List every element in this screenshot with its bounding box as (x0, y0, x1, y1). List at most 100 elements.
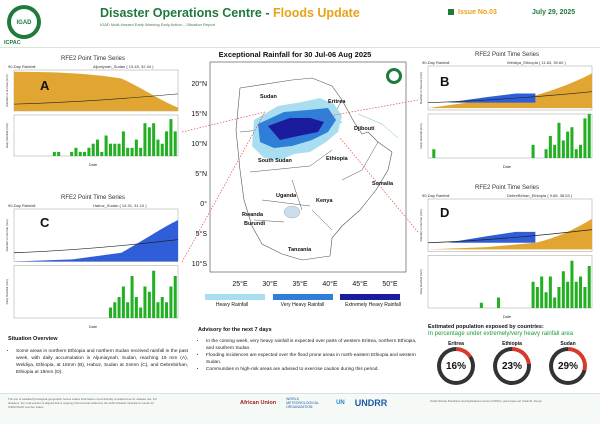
daily-rain-bar (57, 151, 61, 156)
panel-letter: D (440, 205, 450, 220)
daily-rain-bar (130, 147, 134, 156)
timeseries-panel-a: RFE2 Point Time Series 90-Day Rainfall A… (4, 56, 182, 168)
pct-ring: 23% (493, 347, 531, 385)
issue-number: Issue No.03 (448, 9, 497, 16)
lon-label: 40°E (322, 280, 338, 288)
legend-swatch-heavy (205, 294, 265, 300)
population-subheading: In percentage under extremely/very heavy… (428, 331, 574, 337)
daily-rain-bar (165, 131, 169, 156)
daily-rain-bar (104, 135, 108, 156)
timeseries-panel-c: RFE2 Point Time Series 90-Day Rainfall H… (4, 195, 182, 330)
panel-ylabel1: Rainfall vs Normal (mm) (419, 209, 423, 241)
legend-swatch-extreme (340, 294, 400, 300)
panel-ylabel1: Rainfall vs Normal (mm) (419, 72, 423, 104)
logo-badge: IGAD (17, 20, 33, 26)
deficit-area (447, 93, 536, 103)
daily-rain-bar (173, 276, 177, 318)
partner-au-logo: African Union (240, 400, 277, 406)
country-label-kenya: Kenya (316, 198, 333, 204)
lat-label: 10°S (192, 260, 207, 268)
daily-rain-bar (561, 140, 565, 158)
country-label-somalia: Somalia (372, 181, 394, 187)
cumulative-area (14, 219, 178, 262)
population-rings: Eritrea 16% Ethiopia 23% Sudan 29% (428, 341, 596, 385)
advisory-list: In the coming week, very heavy rainfall … (198, 339, 418, 374)
daily-rain-bar (117, 143, 121, 156)
daily-rain-bar (497, 297, 501, 308)
daily-rain-bar (535, 287, 539, 308)
panel-ylabel2: Daily Rainfall (mm) (5, 123, 9, 148)
panel-xlabel: Date (89, 162, 98, 167)
daily-rain-bar (130, 276, 134, 318)
daily-rain-bar (156, 139, 160, 156)
panel-xlabel: Date (503, 314, 512, 319)
legend-swatch-very-heavy (272, 294, 333, 300)
daily-rain-bar (126, 147, 130, 156)
daily-rain-bar (544, 149, 548, 158)
daily-rain-bar (574, 149, 578, 158)
normal-line (13, 93, 179, 105)
daily-rain-bar (587, 114, 591, 158)
legend-label-very-heavy: Very Heavy Rainfall (280, 302, 325, 308)
daily-rain-bar (74, 147, 78, 156)
panel-ylabel2: Daily Rainfall (mm) (419, 123, 423, 148)
panel-charts: 90-Day Rainfall Aljuniynah_Sudan ( 13.45… (5, 64, 179, 167)
cumulative-chart (427, 65, 593, 111)
daily-rain-bar (152, 270, 156, 318)
panel-loc: Weldiya_Ethiopia ( 11.83, 39.60 ) (507, 60, 566, 65)
partner-wmo-logo: WORLD METEOROLOGICAL ORGANIZATION (286, 397, 319, 409)
daily-rain-bar (579, 144, 583, 158)
situation-item: Some areas in northern Ethiopia and nort… (16, 349, 188, 377)
daily-rain-bar (531, 281, 535, 308)
panel-title: RFE2 Point Time Series (60, 56, 126, 62)
panel-loc: Aljuniynah_Sudan ( 13.45, 32.44 ) (93, 64, 154, 69)
panel-sub: 90-Day Rainfall (422, 193, 449, 198)
country-label-ethiopia: Ethiopia (326, 156, 349, 162)
legend-label-heavy: Heavy Rainfall (215, 302, 249, 308)
advisory-item: Communities in high-risk areas are advis… (206, 367, 418, 374)
panel-sub: 90-Day Rainfall (8, 64, 35, 69)
country-label-eritrea: Eritrea (328, 99, 346, 105)
issue-date: July 29, 2025 (532, 9, 576, 16)
panel-title: RFE2 Point Time Series (474, 185, 540, 191)
daily-rain-bar (143, 286, 147, 318)
panel-loc: DebreBirhan_Ethiopia ( 9.68, 38.53 ) (507, 193, 573, 198)
daily-rain-bar (479, 302, 483, 308)
cumulative-area (428, 73, 592, 109)
daily-rain-bar (566, 131, 570, 158)
daily-rain-bar (139, 147, 143, 156)
daily-rain-bar (531, 144, 535, 158)
country-label-tanzania: Tanzania (288, 247, 312, 253)
panel-title: RFE2 Point Time Series (474, 52, 540, 58)
panel-sub: 90-Day Rainfall (422, 60, 449, 65)
daily-rain-bar (113, 302, 117, 318)
legend-label-extreme: Extremely Heavy Rainfall (345, 302, 401, 308)
daily-rain-bar (117, 297, 121, 318)
panel-charts: 90-Day Rainfall Haboz_Sudan ( 14.31, 31.… (5, 203, 179, 329)
daily-rain-bar (139, 307, 143, 318)
daily-rain-bar (548, 276, 552, 308)
lon-label: 30°E (262, 280, 278, 288)
lon-label: 50°E (382, 280, 398, 288)
population-sudan: Sudan 29% (548, 341, 588, 385)
daily-rain-bar (108, 307, 113, 318)
country-label-rwanda: Rwanda (242, 212, 264, 218)
pct-ring: 16% (437, 347, 475, 385)
daily-chart (427, 255, 593, 309)
daily-rain-bar (134, 139, 138, 156)
daily-rain-bar (147, 127, 151, 156)
panel-ylabel2: Daily Rainfall (mm) (5, 279, 9, 304)
daily-rain-bar (121, 131, 125, 156)
lat-label: 15°N (192, 110, 207, 118)
daily-rain-bar (566, 281, 570, 308)
lat-label: 5°N (195, 170, 207, 178)
panel-letter: C (40, 215, 50, 230)
country-label-djibouti: Djibouti (354, 126, 375, 132)
footer (0, 393, 600, 424)
daily-rain-bar (165, 302, 169, 318)
daily-rain-bar (169, 286, 173, 318)
daily-rain-bar (70, 151, 74, 156)
daily-rain-bar (134, 297, 138, 318)
daily-chart (13, 114, 179, 157)
normal-line (427, 91, 593, 103)
